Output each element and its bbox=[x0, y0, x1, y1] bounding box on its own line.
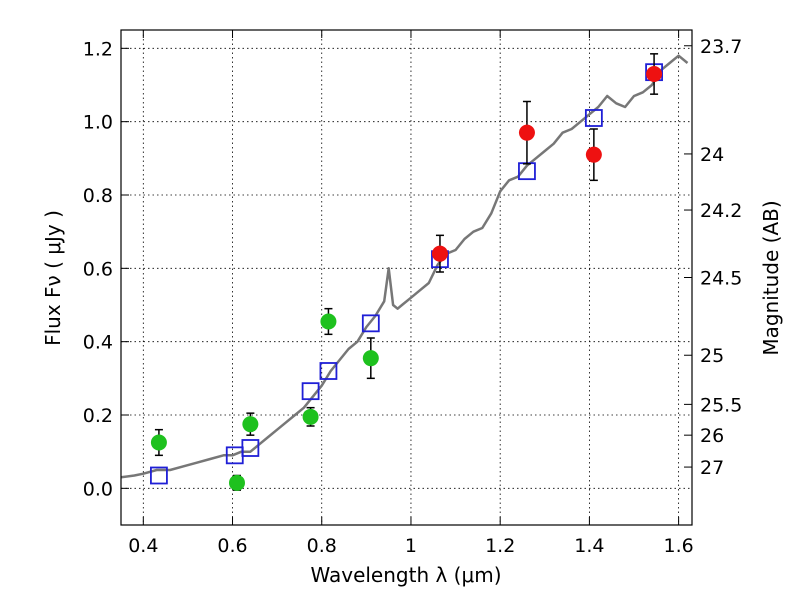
mag-tick-label: 26 bbox=[700, 425, 724, 447]
optical-point bbox=[362, 350, 379, 367]
optical-point bbox=[228, 474, 245, 491]
y-axis-title: Flux Fν ( μJy ) bbox=[41, 210, 65, 346]
optical-point bbox=[302, 408, 319, 425]
mag-tick-label: 27 bbox=[700, 457, 724, 479]
grid bbox=[121, 30, 692, 525]
mag-tick-label: 25.5 bbox=[700, 394, 742, 416]
nir-point bbox=[646, 66, 663, 82]
plot-area bbox=[121, 53, 689, 491]
x-tick-label: 0.6 bbox=[217, 535, 247, 557]
x-tick-label: 1.2 bbox=[485, 535, 515, 557]
plot-frame bbox=[120, 29, 693, 526]
mag-tick-label: 24.5 bbox=[700, 268, 742, 290]
x-tick-label: 1.6 bbox=[664, 535, 694, 557]
y-axis-right-title: Magnitude (AB) bbox=[759, 200, 783, 355]
y-tick-label: 0.4 bbox=[83, 332, 113, 354]
y-tick-label: 1.2 bbox=[83, 38, 113, 60]
nir-point bbox=[585, 146, 602, 163]
optical-point bbox=[150, 434, 167, 451]
mag-tick-label: 24.2 bbox=[700, 200, 742, 222]
ticks: 0.4 0.6 0.8 1 1.2 1.4 1.6 0.0 0.2 0.4 0.6 0.8 1.0 1.2… bbox=[83, 30, 742, 557]
y-tick-label: 1.0 bbox=[83, 112, 113, 134]
model-point bbox=[150, 466, 168, 485]
nir-point bbox=[431, 245, 448, 262]
model-point bbox=[301, 382, 320, 401]
model-point bbox=[361, 314, 380, 333]
y-tick-label: 0.6 bbox=[83, 258, 113, 280]
y-tick-label: 0.0 bbox=[83, 478, 113, 500]
model-point bbox=[319, 362, 338, 380]
optical-point bbox=[242, 416, 259, 433]
y-tick-label: 0.8 bbox=[83, 185, 113, 207]
model-point bbox=[584, 109, 603, 127]
x-tick-label: 0.4 bbox=[128, 535, 158, 557]
optical-point bbox=[320, 313, 337, 330]
plot-data bbox=[121, 53, 689, 491]
x-tick-label: 1.4 bbox=[574, 535, 604, 557]
x-axis-title: Wavelength λ (μm) bbox=[310, 563, 501, 587]
nir-point bbox=[518, 124, 535, 141]
mag-tick-label: 25 bbox=[700, 345, 724, 367]
y-tick-label: 0.2 bbox=[83, 405, 113, 427]
mag-tick-label: 24 bbox=[700, 144, 724, 166]
x-tick-label: 1 bbox=[405, 535, 417, 557]
x-tick-label: 0.8 bbox=[307, 535, 337, 557]
model-point bbox=[241, 439, 260, 457]
mag-tick-label: 23.7 bbox=[700, 36, 742, 58]
